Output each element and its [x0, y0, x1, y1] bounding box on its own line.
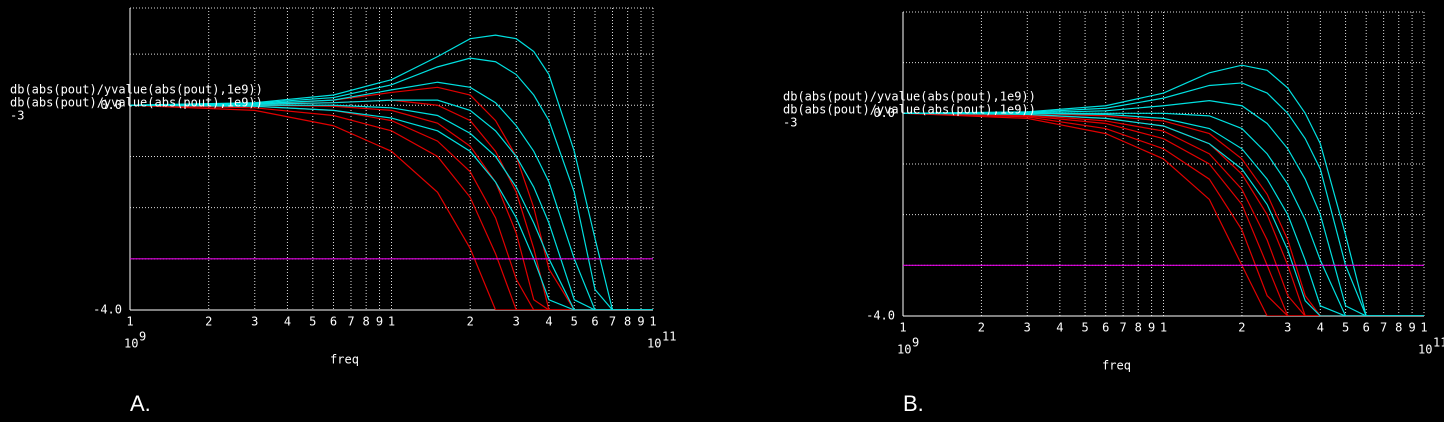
- curve: [903, 112, 1424, 316]
- x-tick-label: 6: [591, 315, 598, 329]
- y-tick-label: 0.0: [873, 106, 895, 120]
- curve: [903, 112, 1424, 316]
- curve: [903, 112, 1424, 316]
- x-tick-label: 6: [1363, 321, 1370, 335]
- x-tick-label: 6: [1102, 321, 1109, 335]
- x-tick-label: 4: [545, 315, 552, 329]
- curve: [903, 100, 1424, 316]
- x-tick-label: 1: [1160, 321, 1167, 335]
- curve: [130, 104, 653, 310]
- x-tick-label: 5: [1342, 321, 1349, 335]
- legend-entry: db(abs(pout)/yvalue(abs(pout),1e9)): [783, 103, 1036, 117]
- curve: [130, 57, 653, 310]
- x-tick-label: 3: [1284, 321, 1291, 335]
- x-tick-label: 9: [1408, 321, 1415, 335]
- x-tick-label: 7: [609, 315, 616, 329]
- legend-entry: -3: [783, 116, 797, 130]
- x-tick-label: 2: [205, 315, 212, 329]
- x-tick-label: 4: [284, 315, 291, 329]
- x-tick-label: 1: [388, 315, 395, 329]
- curve: [903, 112, 1424, 316]
- x-axis-label: freq: [330, 353, 359, 367]
- x-tick-label: 6: [330, 315, 337, 329]
- panel-label: B.: [903, 391, 924, 416]
- chart-panel: 1 2 3 4 5 6 7 8 9 1 2 3 4 5 6 7 8 9 110 9 10 110.0-4.0freqdb(…: [783, 11, 1444, 416]
- x-tick-label: 7: [1380, 321, 1387, 335]
- x-tick-label: 3: [251, 315, 258, 329]
- x-tick-label: 8: [1395, 321, 1402, 335]
- x-tick-label: 2: [1238, 321, 1245, 335]
- x-tick-label: 8: [1135, 321, 1142, 335]
- x-tick-label: 7: [1120, 321, 1127, 335]
- curve: [130, 81, 653, 310]
- curve: [130, 34, 653, 310]
- x-tick-label: 1: [649, 315, 656, 329]
- y-tick-label: 0.0: [100, 98, 122, 112]
- x-decade-base: 10: [124, 337, 138, 351]
- x-tick-label: 3: [513, 315, 520, 329]
- x-decade-exponent: 11: [1433, 336, 1444, 350]
- x-decade-base: 10: [1418, 343, 1432, 357]
- x-tick-label: 1: [899, 321, 906, 335]
- curve: [130, 99, 653, 310]
- x-tick-label: 9: [1148, 321, 1155, 335]
- plot-area: [130, 34, 653, 310]
- curve: [903, 112, 1424, 316]
- x-decade-exponent: 9: [912, 336, 919, 350]
- x-axis-label: freq: [1102, 359, 1131, 373]
- x-tick-label: 1: [126, 315, 133, 329]
- x-tick-label: 5: [309, 315, 316, 329]
- x-tick-label: 1: [1420, 321, 1427, 335]
- x-tick-label: 2: [978, 321, 985, 335]
- curve: [130, 104, 653, 310]
- panel-label: A.: [130, 391, 151, 416]
- x-tick-label: 4: [1056, 321, 1063, 335]
- legend-entry: db(abs(pout)/yvalue(abs(pout),1e9)): [10, 83, 263, 97]
- plot-area: [903, 64, 1424, 316]
- x-tick-label: 3: [1024, 321, 1031, 335]
- legend-entry: db(abs(pout)/yvalue(abs(pout),1e9)): [10, 96, 263, 110]
- x-decade-exponent: 9: [139, 330, 146, 344]
- curve: [130, 104, 653, 310]
- x-tick-label: 5: [571, 315, 578, 329]
- x-tick-label: 8: [363, 315, 370, 329]
- curve: [903, 112, 1424, 316]
- y-tick-label: -4.0: [866, 309, 895, 323]
- curve: [903, 112, 1424, 316]
- legend-entry: -3: [10, 109, 24, 123]
- legend-entry: db(abs(pout)/yvalue(abs(pout),1e9)): [783, 90, 1036, 104]
- x-tick-label: 5: [1081, 321, 1088, 335]
- curve: [903, 82, 1424, 316]
- x-decade-exponent: 11: [662, 330, 676, 344]
- x-decade-base: 10: [897, 343, 911, 357]
- y-tick-label: -4.0: [93, 303, 122, 317]
- curve: [903, 64, 1424, 316]
- x-tick-label: 2: [467, 315, 474, 329]
- curve: [903, 112, 1424, 316]
- chart-panel: 1 2 3 4 5 6 7 8 9 1 2 3 4 5 6 7 8 9 110 9 10 110.0-4.0freqdb(…: [10, 7, 676, 416]
- x-tick-label: 9: [637, 315, 644, 329]
- curve: [130, 104, 653, 310]
- curve: [130, 104, 653, 310]
- x-tick-label: 7: [347, 315, 354, 329]
- curve: [130, 104, 653, 310]
- x-decade-base: 10: [647, 337, 661, 351]
- x-tick-label: 4: [1317, 321, 1324, 335]
- x-tick-label: 9: [376, 315, 383, 329]
- x-tick-label: 8: [624, 315, 631, 329]
